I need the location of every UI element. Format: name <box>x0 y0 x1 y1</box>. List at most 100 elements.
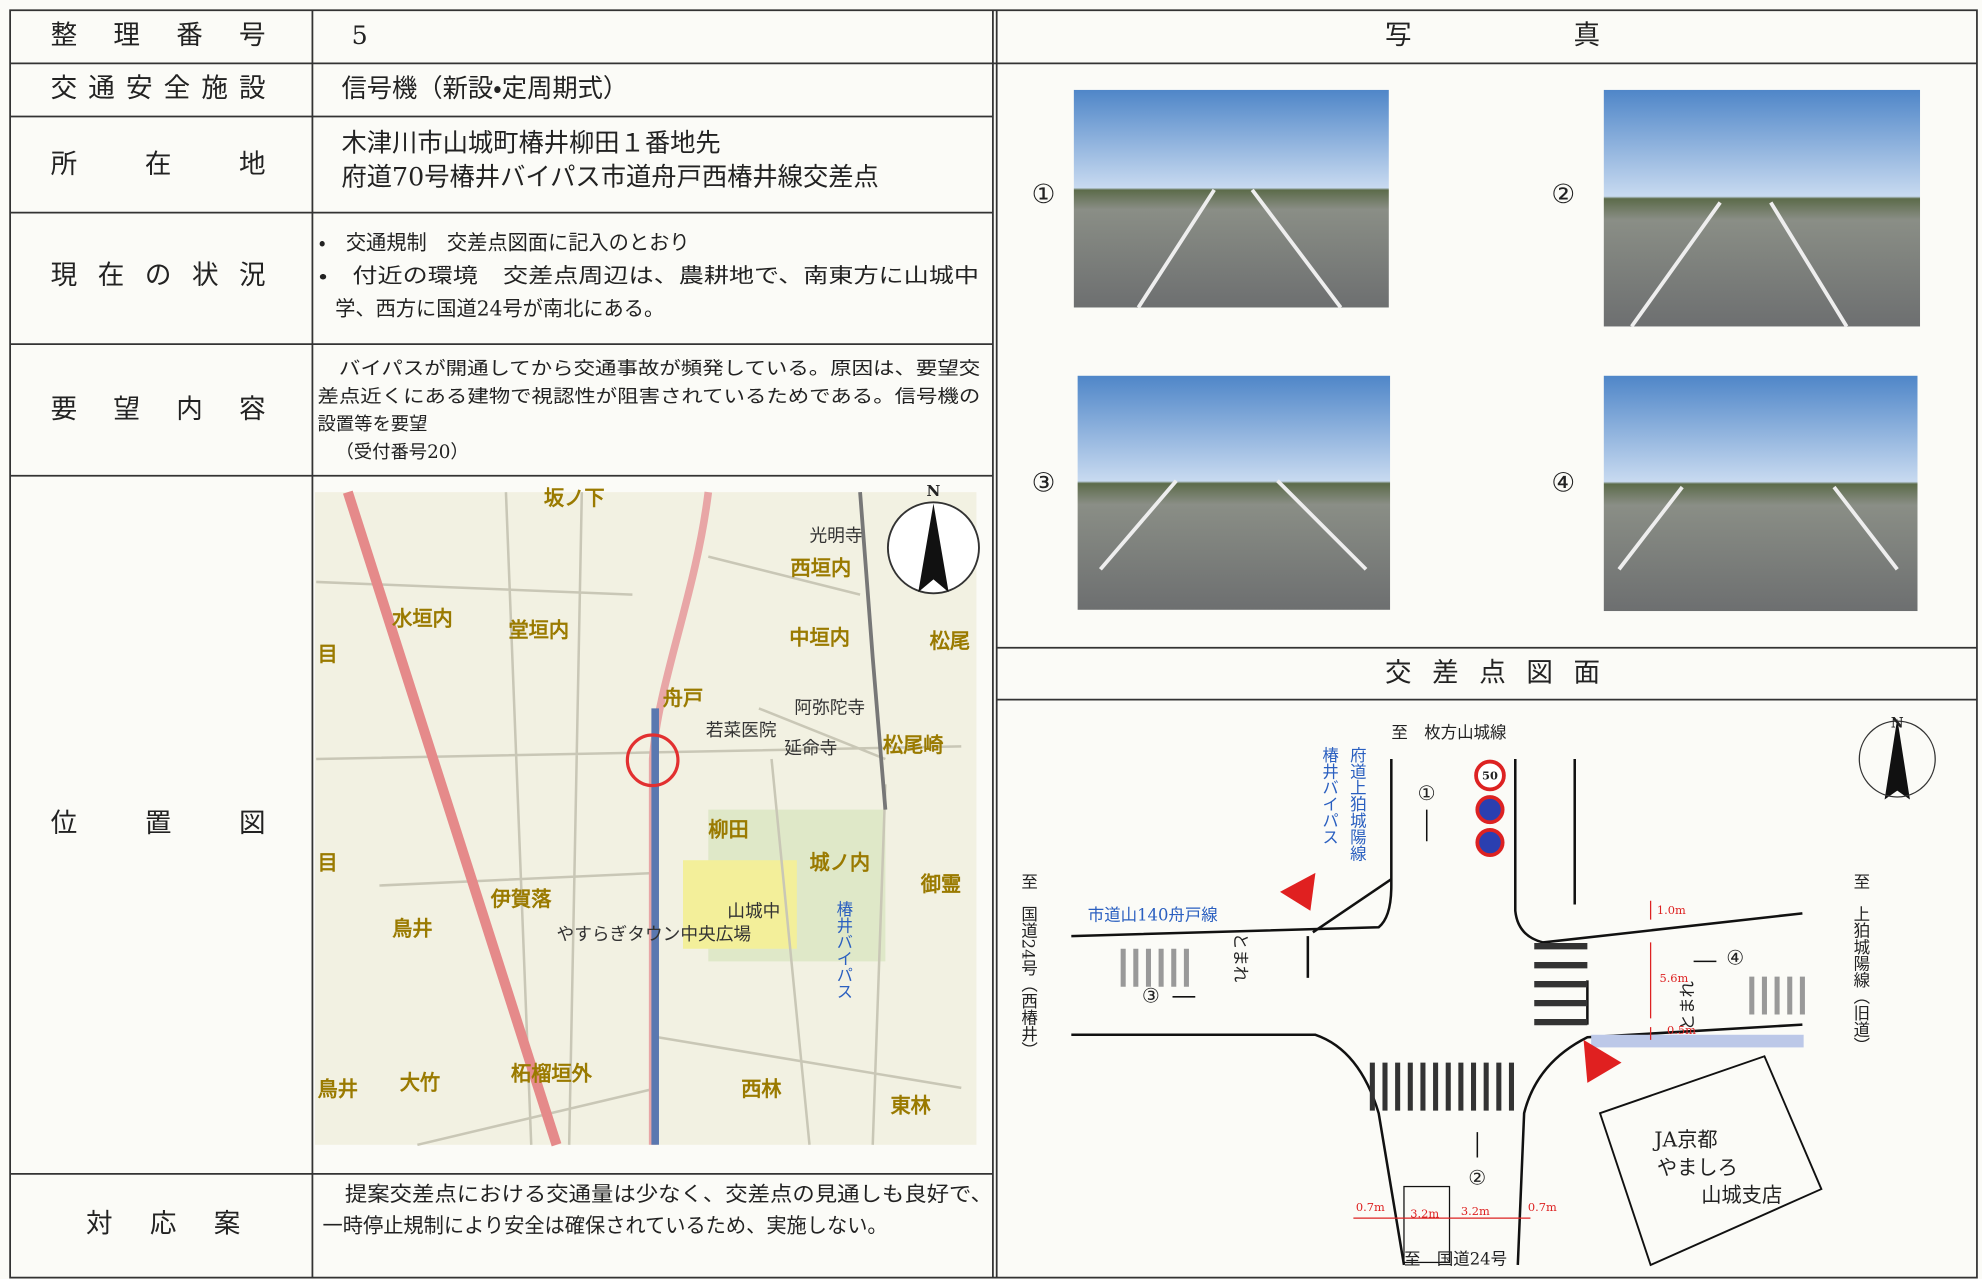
photo-part <box>1098 188 1899 571</box>
map-label: やすらぎタウン中央広場 <box>557 924 752 945</box>
row-value: （受付番号20） <box>326 442 468 463</box>
diagram-label: 至 国道24号 <box>1404 1249 1507 1268</box>
row-label: 整理番号 <box>51 20 266 51</box>
row-label: 所在地 <box>51 149 266 180</box>
diagram-label: 山城支店 <box>1701 1183 1782 1207</box>
map-label: 柘榴垣外 <box>511 1062 593 1086</box>
section-title: 交差点図面 <box>1385 657 1600 688</box>
intersection-diagram <box>1071 718 1936 1267</box>
diagram-label: 至 枚方山城線 <box>1391 723 1507 742</box>
photo-label: ① <box>1032 179 1056 210</box>
speed-sign: 50 <box>1482 769 1498 783</box>
map-label: 西林 <box>741 1077 782 1101</box>
row-value: 一時停止規制により安全は確保されているため、実施しない。 <box>323 1214 888 1238</box>
road-marking: とまれ <box>1678 981 1697 1030</box>
intersection-diagram-part <box>1516 1023 1803 1266</box>
map-label: 城ノ内 <box>809 851 870 875</box>
photo-label: ④ <box>1551 468 1575 499</box>
diagram-label: 市道山140舟戸線 <box>1088 905 1219 924</box>
map-label: 伊賀落 <box>490 887 552 911</box>
photo-part <box>1603 375 1918 612</box>
row-value: 学、西方に国道24号が南北にある。 <box>335 297 664 321</box>
intersection-diagram-part <box>1475 795 1505 825</box>
diagram-label: JA京都 <box>1652 1128 1717 1152</box>
row-label: 要望内容 <box>51 394 266 425</box>
photo-part <box>1073 89 1389 308</box>
road-marking: とまれ <box>1231 933 1250 982</box>
map-base-part <box>683 860 797 949</box>
map-label: 舟戸 <box>663 686 703 710</box>
intersection-diagram-part <box>1514 759 1803 944</box>
row-value: 5 <box>352 21 368 50</box>
map-label: 水垣内 <box>391 606 453 630</box>
dimension: 0.5m <box>1667 1023 1696 1037</box>
row-value: 府道70号椿井バイパス市道舟戸西椿井線交差点 <box>342 162 879 191</box>
row-value: 提案交差点における交通量は少なく、交差点の見通しも良好で、 <box>323 1182 993 1206</box>
photo-part <box>1603 89 1921 327</box>
diagram-label: ④ <box>1726 945 1744 969</box>
dimension: 0.7m <box>1356 1200 1385 1214</box>
diagram-north: N <box>1891 716 1904 732</box>
map-label: 大竹 <box>400 1071 440 1095</box>
row-label: 交通安全施設 <box>51 73 266 104</box>
diagram-label: 至 上狛城陽線（旧道） <box>1851 873 1870 1054</box>
diagram-label: 府道上狛城陽線 <box>1347 746 1366 861</box>
intersection-diagram-part <box>1403 1185 1451 1264</box>
intersection-diagram-part <box>1280 872 1316 911</box>
dimension: 1.0m <box>1657 903 1686 917</box>
row-value: 木津川市山城町椿井柳田１番地先 <box>342 128 721 157</box>
intersection-diagram-part <box>1120 948 1189 987</box>
row-value: 差点近くにある建物で視認性が阻害されているためである。信号機の <box>317 386 980 407</box>
map-label: 阿弥陀寺 <box>794 697 865 718</box>
map-base-part <box>625 733 680 788</box>
intersection-diagram-part <box>1312 878 1393 934</box>
table-rules <box>9 9 1978 1279</box>
row-label: 現在の状況 <box>51 260 266 291</box>
map-label: 鳥井 <box>392 916 432 940</box>
intersection-diagram-part <box>1534 943 1588 1026</box>
map-label: 柳田 <box>708 818 748 842</box>
map-base-part <box>343 490 562 1147</box>
diagram-label: 椿井バイパス <box>1320 746 1339 845</box>
map-label: 松尾 <box>930 629 970 653</box>
intersection-diagram-part <box>1071 1033 1406 1266</box>
map-label: 山城中 <box>727 901 780 922</box>
map-label: 坂ノ下 <box>544 486 605 510</box>
map-label: 松尾崎 <box>883 733 944 757</box>
row-value: ・ 付近の環境 交差点周辺は、農耕地で、南東方に山城中 <box>319 264 979 288</box>
dimension: 3.2m <box>1410 1206 1439 1220</box>
intersection-diagram-part <box>1475 827 1505 858</box>
intersection-diagram-part <box>1749 976 1805 1015</box>
map-label: 東林 <box>890 1093 931 1117</box>
row-value: 設置等を要望 <box>317 414 427 435</box>
map-base-part <box>858 492 888 810</box>
intersection-diagram-part <box>1598 1055 1823 1267</box>
map-north: N <box>927 482 941 500</box>
diagram-label: ① <box>1418 781 1436 805</box>
map-label: 中垣内 <box>789 625 850 649</box>
map-label: 堂垣内 <box>508 618 569 642</box>
diagram-label: ③ <box>1142 983 1160 1007</box>
row-value: ・ 交通規制 交差点図面に記入のとおり <box>319 231 690 255</box>
diagram-label: やましろ <box>1657 1155 1738 1179</box>
photo <box>1073 89 1921 612</box>
map-label: 椿井バイパス <box>834 901 853 1000</box>
map-label: 鳥井 <box>317 1077 357 1101</box>
map-base-part <box>918 503 949 593</box>
intersection-diagram-part <box>1591 1034 1804 1048</box>
intersection-diagram-part <box>1071 759 1393 938</box>
diagram-label: 至 国道24号（西椿井） <box>1019 873 1038 1058</box>
row-label: 位置図 <box>51 808 266 839</box>
map-label: 若菜医院 <box>706 720 777 741</box>
photo-label: ② <box>1551 179 1575 210</box>
photo-part <box>1077 375 1391 610</box>
map-base-part <box>316 492 962 1147</box>
dimension: 3.2m <box>1461 1204 1490 1218</box>
map-label: 延命寺 <box>784 738 837 759</box>
map-label: 目 <box>317 642 337 666</box>
row-label: 対応案 <box>86 1209 240 1240</box>
diagram-label: ② <box>1468 1165 1486 1189</box>
map-label: 光明寺 <box>809 525 862 546</box>
intersection-diagram-part <box>1858 720 1936 798</box>
